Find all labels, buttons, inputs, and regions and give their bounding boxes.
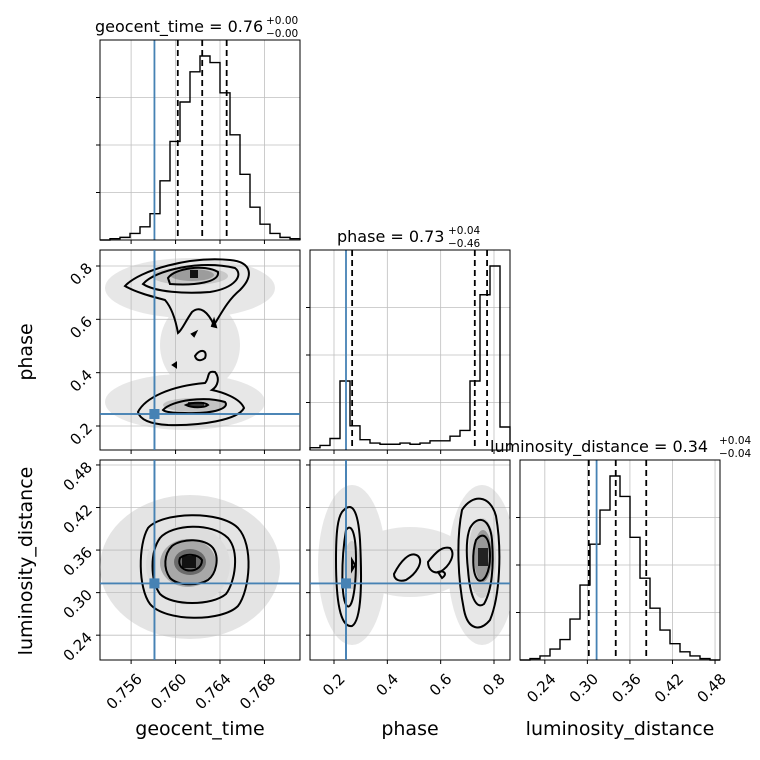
ylabel-phase: phase <box>15 323 37 380</box>
title-phase-sup: +0.04 <box>448 225 480 237</box>
xlabel-geocent-time: geocent_time <box>135 718 264 740</box>
contours <box>123 258 250 427</box>
panel-frame <box>99 39 301 241</box>
xtick-label: 0.48 <box>693 670 729 706</box>
xtick-label: 0.764 <box>192 670 235 713</box>
histogram-luminosity_distance <box>520 475 720 661</box>
ytick-label: 0.48 <box>60 458 96 494</box>
xtick-label: 0.2 <box>319 670 349 700</box>
panel-frame <box>309 249 511 451</box>
ytick-label: 0.8 <box>66 259 96 289</box>
title-luminosity-distance-sub: −0.04 <box>719 448 751 460</box>
panel-frame <box>99 459 301 661</box>
xtick-label: 0.760 <box>147 670 190 713</box>
density-phase-luminosity-distance <box>318 485 510 645</box>
ytick-label: 0.36 <box>60 543 96 579</box>
xtick-label: 0.4 <box>372 670 402 700</box>
title-luminosity-distance-sup: +0.04 <box>719 435 751 447</box>
panel-hist-geocent-time <box>96 39 301 244</box>
xlabel-phase: phase <box>381 718 438 740</box>
density-geocent-time-phase <box>105 258 275 430</box>
xtick-label: 0.6 <box>426 670 456 700</box>
histogram-phase <box>309 265 511 450</box>
ytick-label: 0.24 <box>60 628 96 664</box>
xtick-label: 0.8 <box>479 670 509 700</box>
ytick-label: 0.6 <box>66 313 96 343</box>
panel-frame <box>309 459 511 661</box>
panel-hist-luminosity-distance: 0.24 0.30 0.36 0.42 0.48 <box>516 459 730 706</box>
xtick-label: 0.30 <box>566 670 602 706</box>
panel-frame <box>99 249 301 451</box>
panel-2d-phase-vs-luminosity-distance-truth-overlay <box>310 460 510 660</box>
ytick-label: 0.30 <box>60 586 96 622</box>
title-geocent-time-sup: +0.00 <box>266 15 298 27</box>
title-luminosity-distance: luminosity_distance = 0.34 +0.04 −0.04 <box>490 435 751 460</box>
scatter-cloud <box>318 485 510 645</box>
xtick-label: 0.756 <box>103 670 146 713</box>
xlabel-luminosity-distance: luminosity_distance <box>526 718 715 740</box>
title-geocent-time-sub: −0.00 <box>266 28 298 40</box>
title-geocent-time: geocent_time = 0.76 +0.00 −0.00 <box>95 15 298 40</box>
title-geocent-time-label: geocent_time = 0.76 <box>95 17 263 37</box>
xtick-label: 0.24 <box>523 670 559 706</box>
contours <box>334 497 501 629</box>
truth-marker <box>149 409 160 419</box>
truth-marker <box>341 578 351 589</box>
panel-frame <box>519 459 721 661</box>
title-phase-label: phase = 0.73 <box>337 227 444 246</box>
ytick-label: 0.2 <box>66 419 96 449</box>
title-phase-sub: −0.46 <box>448 238 480 250</box>
scatter-cloud-upper <box>105 258 275 430</box>
truth-marker <box>149 578 160 589</box>
ytick-label: 0.42 <box>60 501 96 537</box>
xtick-label: 0.768 <box>236 670 279 713</box>
ytick-label: 0.4 <box>66 366 96 396</box>
density-geocent-time-luminosity-distance <box>100 495 280 639</box>
panel-2d-geocent-time-vs-luminosity-distance-truth-overlay <box>100 460 300 660</box>
title-phase: phase = 0.73 +0.04 −0.46 <box>337 225 480 250</box>
panel-hist-phase <box>306 249 511 454</box>
xtick-label: 0.36 <box>608 670 644 706</box>
ylabel-luminosity-distance: luminosity_distance <box>15 467 37 656</box>
histogram-geocent_time <box>100 55 301 241</box>
title-luminosity-distance-label: luminosity_distance = 0.34 <box>490 437 708 457</box>
xtick-label: 0.42 <box>651 670 687 706</box>
panel-2d-geocent-time-vs-phase-truth-overlay <box>100 250 300 450</box>
